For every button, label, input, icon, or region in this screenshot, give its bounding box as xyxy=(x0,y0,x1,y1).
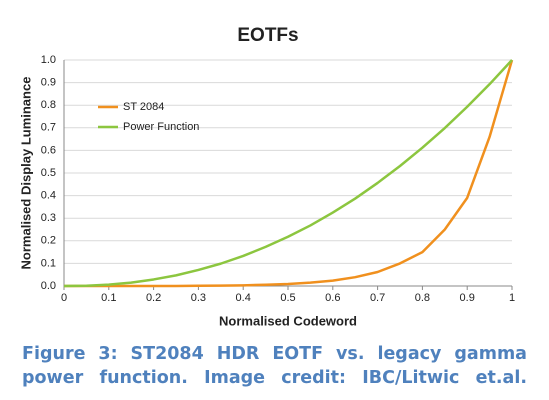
y-tick-label: 0.4 xyxy=(41,190,56,202)
chart: EOTFs Normalised Codeword Normalised Dis… xyxy=(18,25,515,328)
legend-label: Power Function xyxy=(123,121,199,133)
x-tick-label: 0.1 xyxy=(101,292,116,304)
y-axis-label: Normalised Display Luminance xyxy=(18,77,33,270)
x-tick-label: 0.5 xyxy=(280,292,295,304)
series-line xyxy=(63,59,513,288)
y-tick-label: 0.3 xyxy=(41,212,56,224)
x-tick-label: 0.7 xyxy=(370,292,385,304)
y-tick-label: 0.2 xyxy=(41,235,56,247)
y-tick-label: 1.0 xyxy=(41,54,56,66)
y-tick-label: 0.6 xyxy=(41,144,56,156)
x-axis-label: Normalised Codeword xyxy=(219,313,357,328)
y-tick-label: 0.1 xyxy=(41,257,56,269)
y-tick-label: 0.0 xyxy=(41,280,56,292)
x-tick-label: 0.8 xyxy=(415,292,430,304)
x-tick-label: 0.6 xyxy=(325,292,340,304)
x-tick-label: 0.4 xyxy=(236,292,251,304)
x-tick-label: 0 xyxy=(61,292,67,304)
y-tick-label: 0.7 xyxy=(41,122,56,134)
x-tick-label: 1 xyxy=(509,292,515,304)
y-tick-label: 0.9 xyxy=(41,77,56,89)
chart-title: EOTFs xyxy=(237,25,298,46)
y-tick-label: 0.8 xyxy=(41,99,56,111)
x-tick-label: 0.9 xyxy=(460,292,475,304)
x-tick-label: 0.3 xyxy=(191,292,206,304)
x-tick-label: 0.2 xyxy=(146,292,161,304)
legend-label: ST 2084 xyxy=(123,101,164,113)
y-tick-label: 0.5 xyxy=(41,167,56,179)
figure-caption: Figure 3: ST2084 HDR EOTF vs. legacy gam… xyxy=(22,344,527,388)
series-line xyxy=(64,59,514,288)
